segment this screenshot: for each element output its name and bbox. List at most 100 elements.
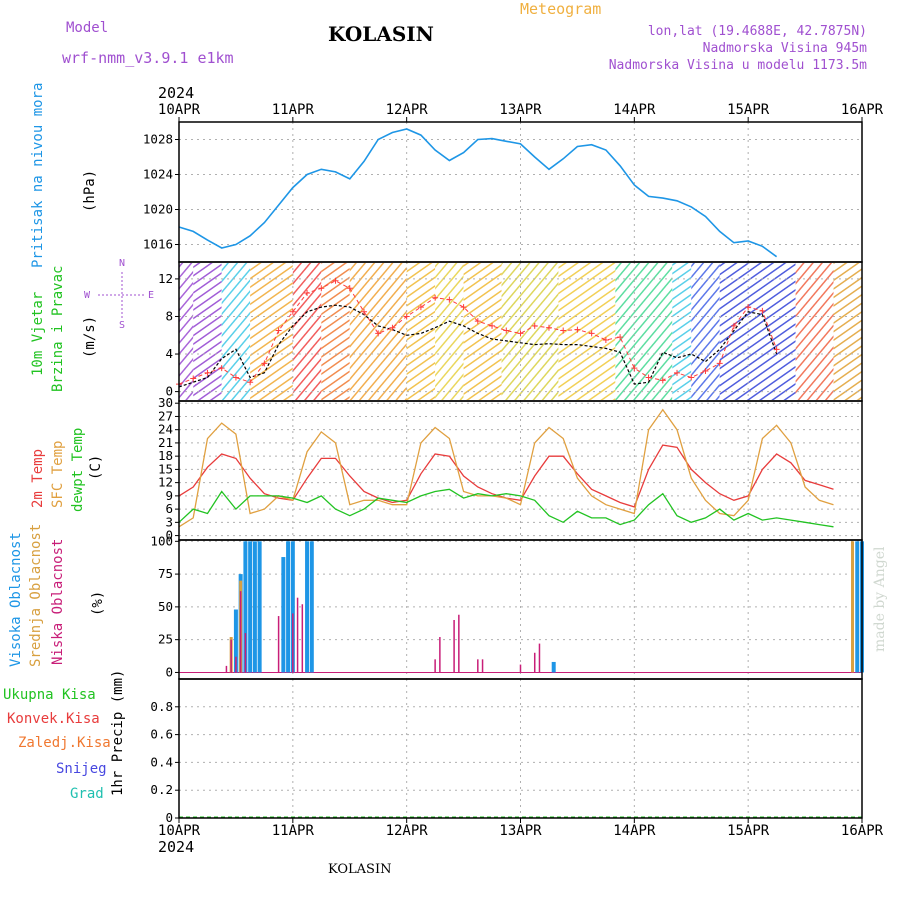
wind-gust-marker <box>674 369 681 376</box>
wind-gust-marker <box>759 307 766 314</box>
cloud-high-bar <box>281 557 286 673</box>
legend-snijeg: Snijeg <box>56 761 107 777</box>
y-tick-label: 6 <box>165 501 173 516</box>
y-tick-label: 0 <box>165 384 173 399</box>
year-bottom-label: 2024 <box>158 838 195 856</box>
pressure-line <box>178 128 778 258</box>
wind-barb-band <box>292 263 322 400</box>
wind-barb-band <box>406 263 436 400</box>
elevation-label: Nadmorska Visina 945m <box>702 41 867 56</box>
cloud-high-bar <box>305 541 310 673</box>
wind-gust-marker <box>645 374 652 381</box>
wind-gust-marker <box>716 360 723 367</box>
wind-barb-band <box>795 263 834 400</box>
wind-gust-marker <box>659 377 666 384</box>
panel-frame <box>178 678 863 819</box>
wind-compass-label: W <box>84 290 91 301</box>
cloud-low-bar <box>481 659 484 673</box>
y-tick-label: 0.2 <box>150 782 173 797</box>
x-tick-label-top: 14APR <box>613 102 656 118</box>
temp-dewpoint-line <box>178 488 834 528</box>
y-tick-label: 1024 <box>143 167 173 182</box>
wind-gust-marker <box>332 277 339 284</box>
cloud-low-bar <box>292 613 294 673</box>
wind-gust-marker <box>602 336 609 343</box>
cloud-low-bar <box>230 639 232 673</box>
wind-gust-marker <box>517 330 524 337</box>
wind-barb-band <box>615 263 673 400</box>
y-tick-label: 8 <box>165 308 173 323</box>
y-tick-label: 12 <box>158 475 173 490</box>
wind-barb-band <box>672 263 692 400</box>
y-tick-label: 0.4 <box>150 754 173 769</box>
wind-gust-marker <box>360 308 367 315</box>
wind-gust-marker <box>190 375 197 382</box>
wind-barb-band <box>193 263 222 400</box>
year-top-label: 2024 <box>158 84 195 102</box>
wind-gust-marker <box>631 365 638 372</box>
cloud-high-bar <box>257 541 262 673</box>
cloud-low-bar <box>434 659 436 673</box>
wind-gust-marker <box>247 379 254 386</box>
y-tick-label: 0.8 <box>150 699 173 714</box>
y-tick-label: 50 <box>158 599 173 614</box>
wind-gust-marker <box>318 285 325 292</box>
wind-gust-marker <box>346 285 353 292</box>
wind-speed-line <box>178 304 778 388</box>
cloud-low-bar <box>439 637 441 673</box>
x-tick-label-top: 11APR <box>272 102 315 118</box>
x-tick-label-top: 10APR <box>158 102 201 118</box>
x-tick-label-bottom: 12APR <box>386 823 429 839</box>
cloud-high-bar <box>855 541 860 673</box>
cloud-low-bar <box>301 604 304 673</box>
wind-gust-marker <box>204 369 211 376</box>
y-tick-label: 0.6 <box>150 727 173 742</box>
cloud-high-bar <box>309 541 314 673</box>
cloud-low-bar <box>239 591 242 673</box>
y-tick-label: 0 <box>165 664 173 679</box>
model-label: Model <box>66 20 109 36</box>
legend-grad: Grad <box>70 786 104 802</box>
wind-barb-band <box>719 263 796 400</box>
wind-gust-marker <box>275 327 282 334</box>
y-tick-label: 24 <box>158 422 173 437</box>
panel-frame <box>178 121 863 263</box>
meteogram-label: Meteogram <box>520 0 602 18</box>
x-tick-label-bottom: 14APR <box>613 823 656 839</box>
wind-gust-marker <box>289 308 296 315</box>
wind-gust-marker <box>389 324 396 331</box>
wind-compass-label: S <box>119 320 125 331</box>
y-tick-label: 25 <box>158 632 173 647</box>
x-tick-label-bottom: 16APR <box>841 823 884 839</box>
wind-gust-marker <box>375 330 382 337</box>
station-title: KOLASIN <box>328 22 434 46</box>
cloud-high-bar <box>248 541 253 673</box>
cloud-low-bar <box>533 652 536 673</box>
x-tick-label-top: 15APR <box>727 102 770 118</box>
wind-barb-band <box>558 263 616 400</box>
cloud-low-bar <box>538 643 541 673</box>
wind-gust-marker <box>446 296 453 303</box>
wind-gust-marker <box>574 326 581 333</box>
footer-station-label: KOLASIN <box>328 862 392 877</box>
x-tick-label-top: 16APR <box>841 102 884 118</box>
wind-gust-marker <box>617 334 624 341</box>
y-tick-label: 0 <box>165 528 173 543</box>
lonlat-label: lon,lat (19.4688E, 42.7875N) <box>647 24 867 39</box>
wind-gust-marker <box>218 365 225 372</box>
wind-gust-marker <box>403 313 410 320</box>
cloud-low-bar <box>458 614 460 673</box>
cloud-low-bar <box>296 597 299 673</box>
y-tick-label: 27 <box>158 408 173 423</box>
wind-gust-marker <box>560 327 567 334</box>
cloud-low-bar <box>453 619 455 673</box>
y-tick-label: 21 <box>158 435 173 450</box>
y-tick-label: 1016 <box>143 237 173 252</box>
wind-barb-band <box>463 263 502 400</box>
wind-gust-marker <box>730 322 737 329</box>
y-tick-label: 15 <box>158 461 173 476</box>
wind-gust-marker <box>460 304 467 311</box>
wind-compass-label: N <box>119 258 125 269</box>
y-tick-label: 4 <box>165 346 173 361</box>
